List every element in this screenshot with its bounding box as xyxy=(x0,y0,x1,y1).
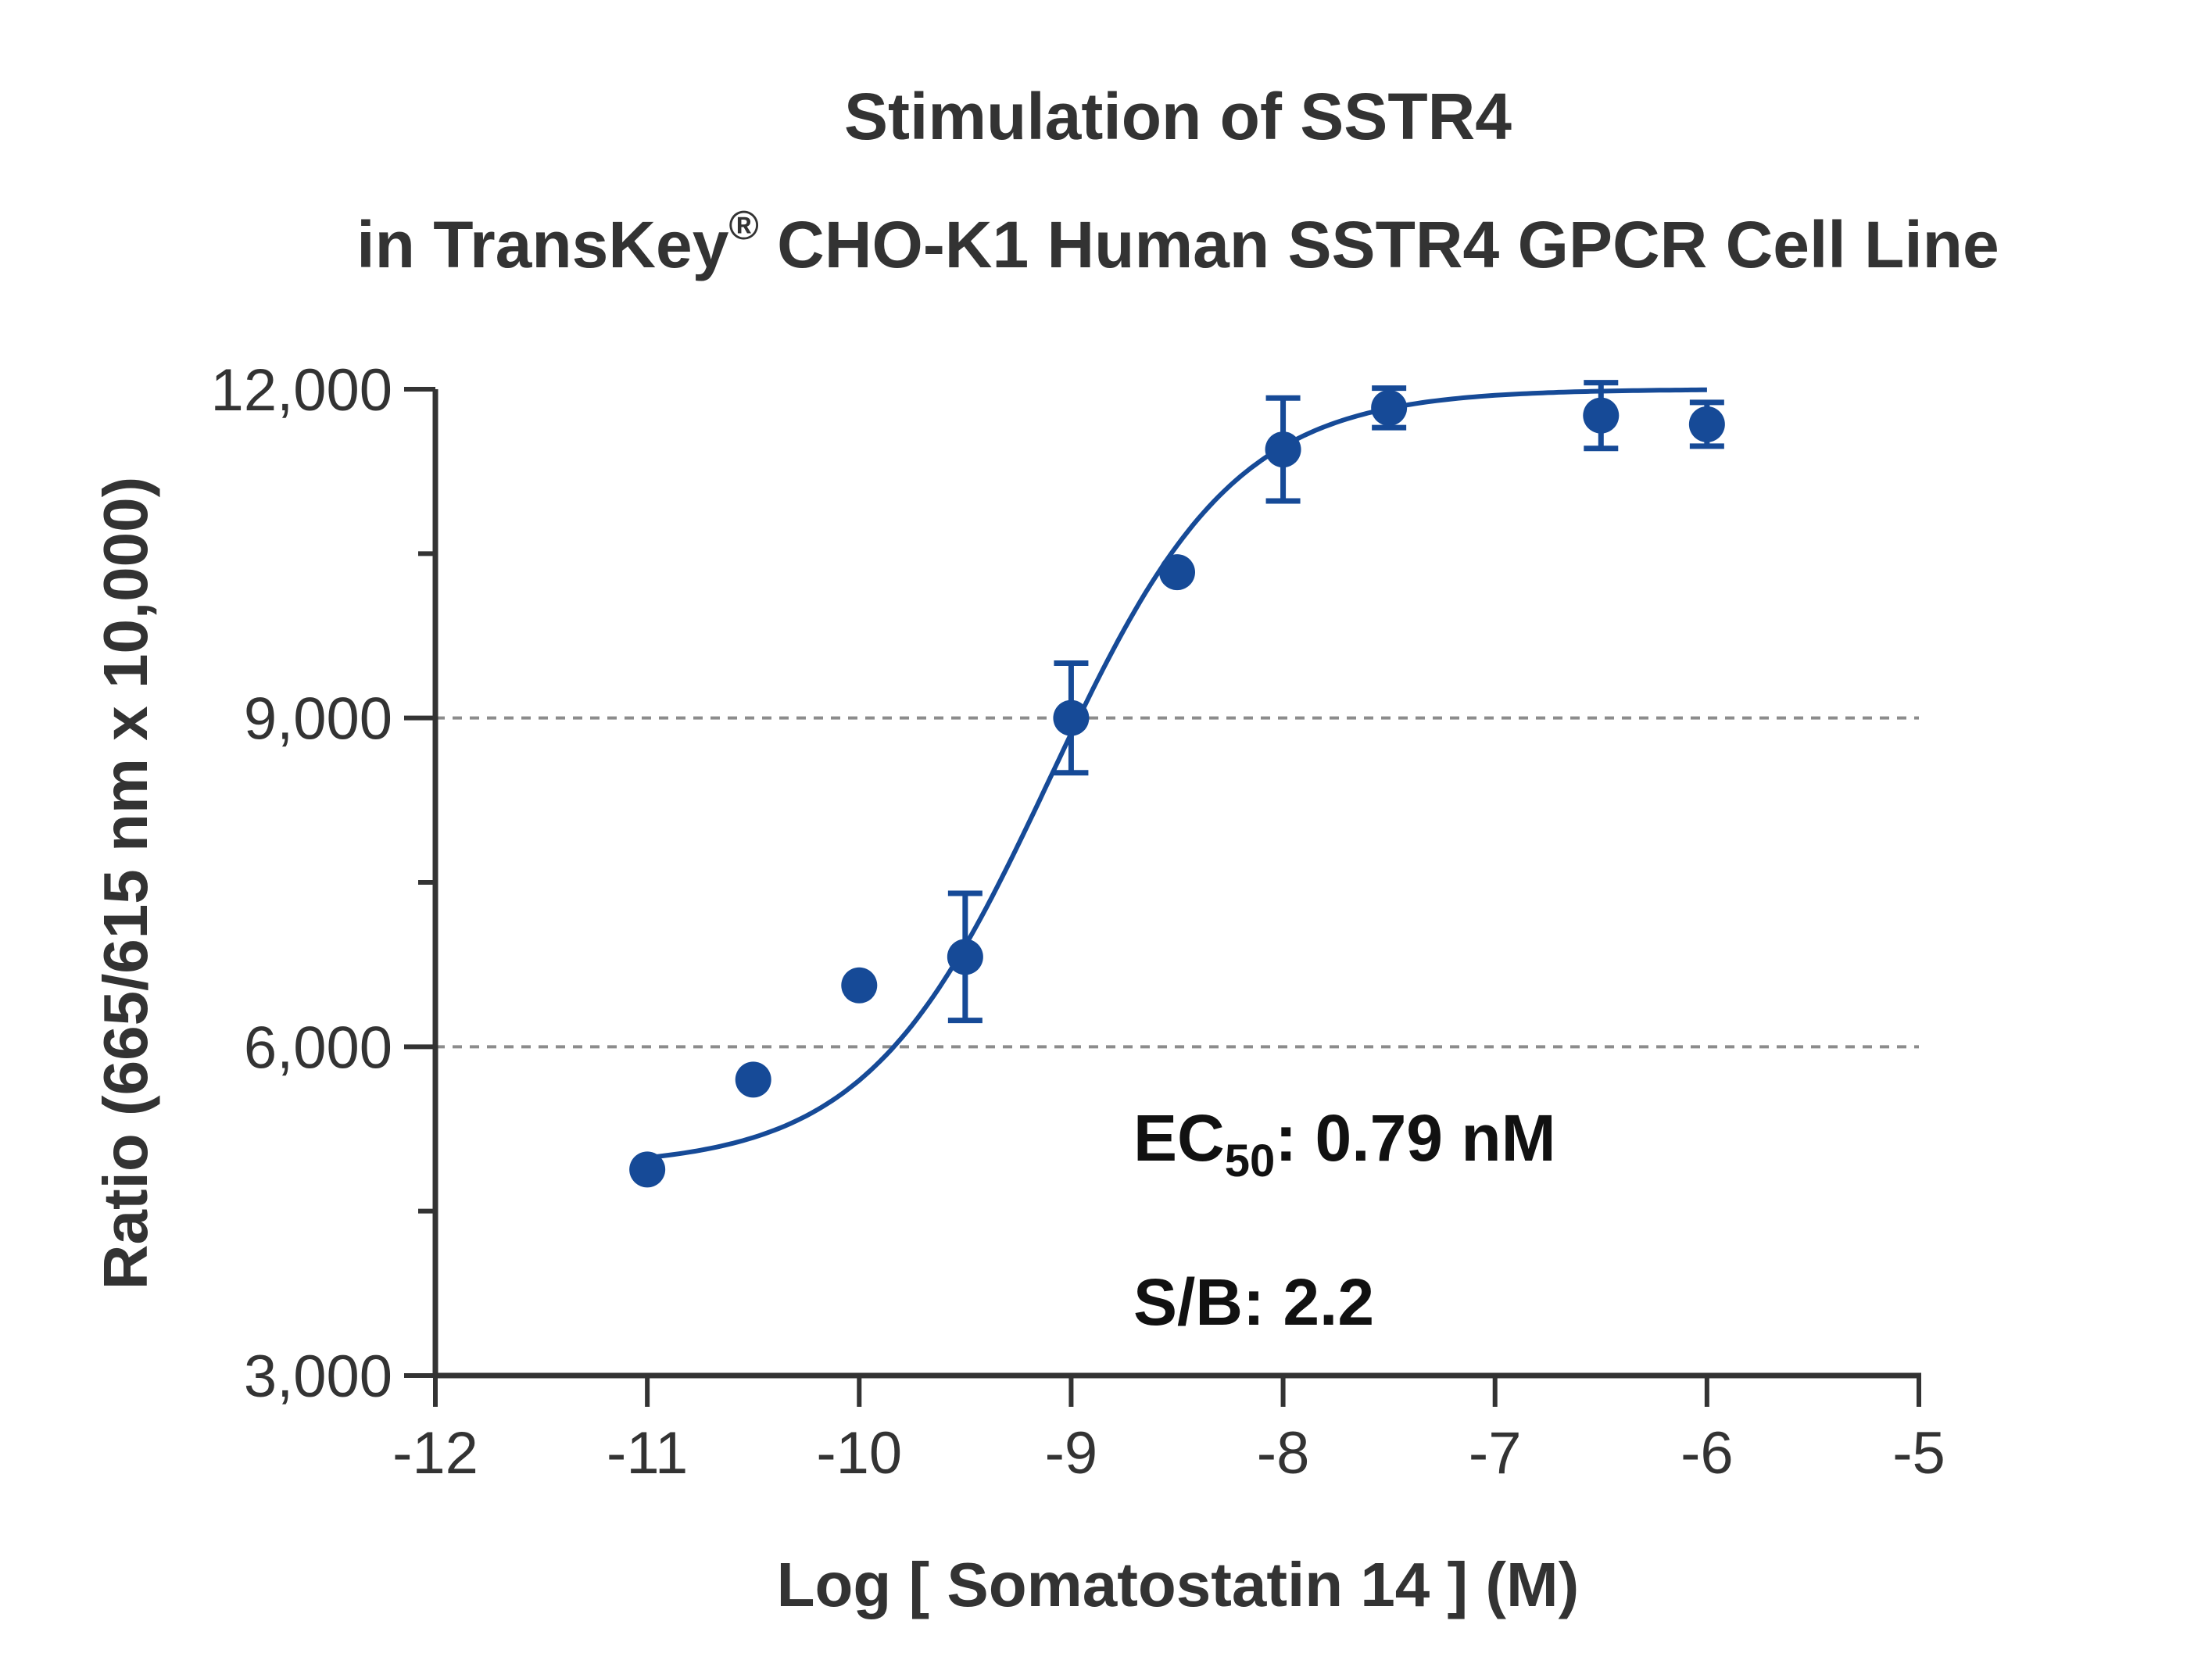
data-point xyxy=(1265,431,1301,468)
axes xyxy=(404,387,1921,1407)
chart-title-line2: in TransKey® CHO-K1 Human SSTR4 GPCR Cel… xyxy=(356,203,1999,281)
data-point xyxy=(947,939,983,975)
data-point xyxy=(1159,554,1195,591)
y-tick-label: 3,000 xyxy=(244,1343,392,1410)
ec50-subscript: 50 xyxy=(1225,1136,1276,1186)
y-tick-label: 6,000 xyxy=(244,1014,392,1081)
x-tick-label: -9 xyxy=(1045,1420,1098,1487)
title-line2-prefix: in TransKey xyxy=(356,208,728,281)
fit-curve xyxy=(646,387,1707,1161)
chart-title-line1: Stimulation of SSTR4 xyxy=(844,80,1512,153)
data-point xyxy=(735,1061,771,1098)
x-tick-label: -5 xyxy=(1892,1420,1945,1487)
data-point xyxy=(1583,397,1620,434)
x-tick-label: -12 xyxy=(392,1420,478,1487)
x-tick-label: -10 xyxy=(816,1420,902,1487)
data-point xyxy=(1371,389,1408,426)
data-point xyxy=(629,1151,666,1188)
y-tick-labels: 3,000 6,000 9,000 12,000 xyxy=(211,357,392,1410)
title-line2-suffix: CHO-K1 Human SSTR4 GPCR Cell Line xyxy=(759,208,1999,281)
x-axis-label: Log [ Somatostatin 14 ] (M) xyxy=(777,1550,1580,1619)
data-point xyxy=(841,967,878,1004)
sb-annotation: S/B: 2.2 xyxy=(1133,1265,1374,1339)
data-point xyxy=(1688,406,1725,442)
data-points xyxy=(629,389,1725,1188)
ec50-annotation: EC50: 0.79 nM xyxy=(1133,1101,1556,1186)
y-tick-label: 12,000 xyxy=(211,357,392,424)
grid-lines xyxy=(435,716,1919,1049)
ec50-prefix: EC xyxy=(1133,1101,1225,1175)
x-tick-label: -8 xyxy=(1257,1420,1310,1487)
fit-curve-group xyxy=(646,387,1707,1161)
title-registered-mark: ® xyxy=(728,203,758,249)
y-axis-label: Ratio (665/615 nm x 10,000) xyxy=(91,477,160,1290)
y-tick-label: 9,000 xyxy=(244,686,392,753)
x-tick-label: -11 xyxy=(607,1420,688,1487)
x-tick-labels: -12 -11 -10 -9 -8 -7 -6 -5 xyxy=(392,1420,1945,1487)
x-tick-label: -6 xyxy=(1680,1420,1734,1487)
ec50-value: : 0.79 nM xyxy=(1275,1101,1555,1175)
data-point xyxy=(1053,699,1090,736)
x-tick-label: -7 xyxy=(1469,1420,1522,1487)
